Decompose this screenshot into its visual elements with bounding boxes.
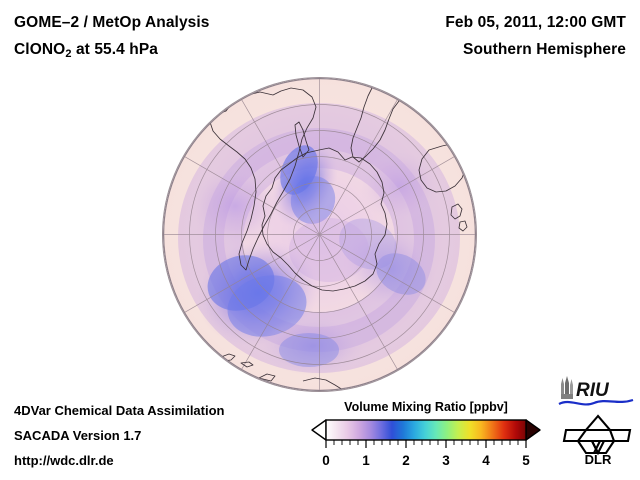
colorbar-minor-ticks	[333, 440, 519, 445]
page-title: GOME–2 / MetOp Analysis	[14, 14, 210, 31]
colorbar-tick-label: 0	[322, 453, 330, 468]
datetime-label: Feb 05, 2011, 12:00 GMT	[445, 14, 626, 31]
pressure-level: at 55.4 hPa	[71, 41, 159, 58]
colorbar-tick-label: 2	[402, 453, 410, 468]
riu-wave-icon	[558, 398, 634, 406]
globe-disc	[163, 78, 476, 391]
dlr-logo: DLR	[562, 414, 632, 466]
url-label[interactable]: http://wdc.dlr.de	[14, 453, 114, 468]
version-label: SACADA Version 1.7	[14, 428, 142, 443]
globe-svg	[163, 78, 476, 391]
coastline-new-zealand	[450, 203, 463, 220]
coastline-new-zealand-south	[458, 220, 468, 232]
field-layer	[163, 78, 476, 391]
riu-wordmark: RIU	[576, 380, 610, 401]
dlr-mark-icon	[562, 414, 632, 456]
globe-map	[163, 78, 476, 391]
coastline-island-s	[258, 373, 276, 382]
coastline-south-america	[209, 87, 317, 271]
region-label: Southern Hemisphere	[463, 41, 626, 58]
colorbar-title: Volume Mixing Ratio [ppbv]	[344, 400, 508, 414]
method-label: 4DVar Chemical Data Assimilation	[14, 403, 225, 418]
coastline-island-sw2	[240, 361, 254, 368]
coastline-antarctica	[261, 147, 388, 292]
species-name: ClONO	[14, 41, 66, 58]
colorbar-tick-labels: 0 1 2 3 4 5	[322, 453, 530, 468]
colorbar-extend-low	[311, 419, 327, 441]
riu-logo: RIU	[558, 376, 634, 406]
riu-towers-icon	[561, 376, 573, 399]
colorbar-extend-high	[525, 419, 541, 441]
colorbar-ticks	[325, 440, 527, 448]
dlr-wordmark: DLR	[585, 452, 612, 466]
species-subscript: 2	[65, 48, 72, 60]
colorbar-tick-label: 5	[522, 453, 530, 468]
species-level-label: ClONO2 at 55.4 hPa	[14, 41, 158, 60]
colorbar-tick-label: 3	[442, 453, 450, 468]
colorbar-gradient	[325, 419, 527, 441]
colorbar-tick-label: 1	[362, 453, 370, 468]
coastline-bottom-fragment	[302, 377, 344, 391]
coastline-antarctic-peninsula	[294, 121, 310, 158]
colorbar: Volume Mixing Ratio [ppbv]	[310, 400, 542, 472]
globe-limb	[163, 78, 476, 391]
colorbar-svg: 0 1 2 3 4 5	[311, 419, 541, 468]
colorbar-tick-label: 4	[482, 453, 490, 468]
